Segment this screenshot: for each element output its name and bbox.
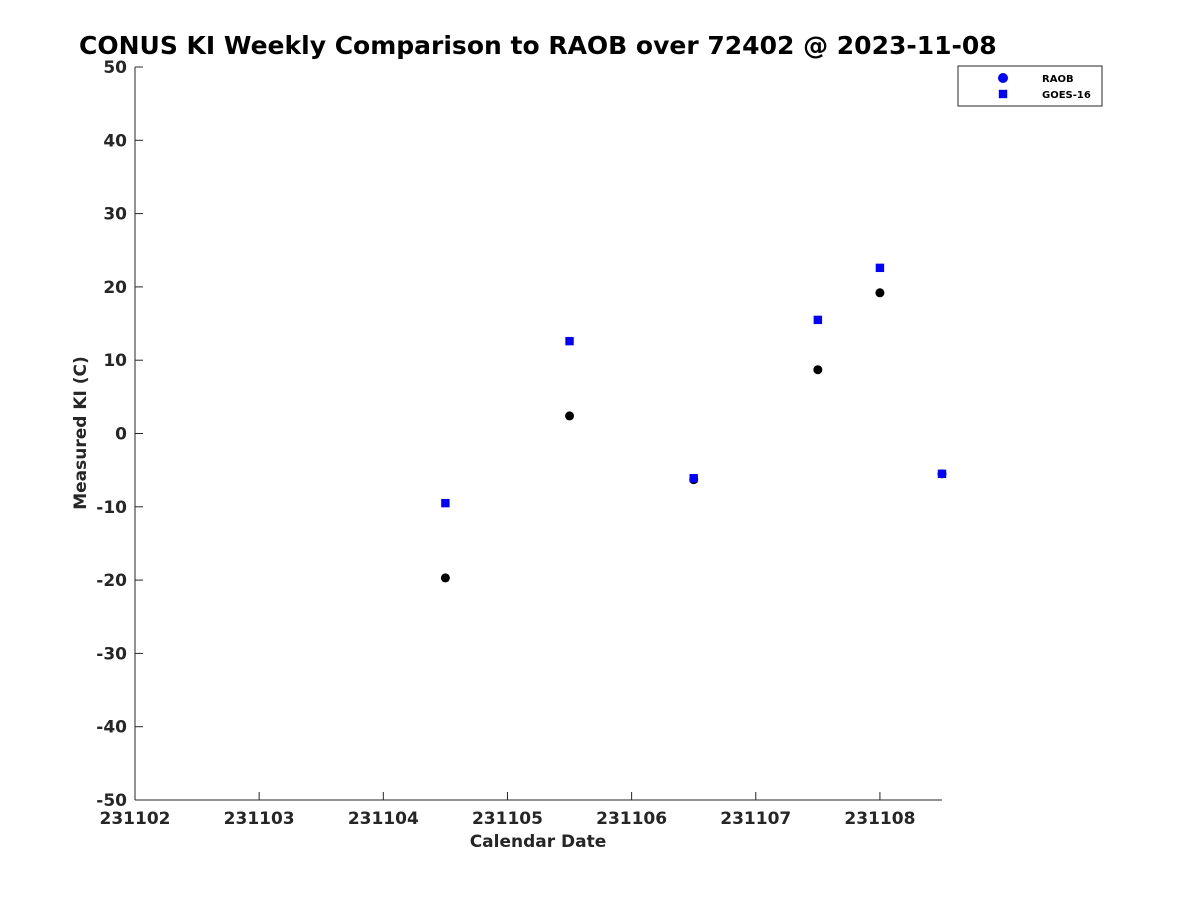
y-tick-label: 10 <box>103 351 127 371</box>
x-tick-label: 231104 <box>348 809 419 829</box>
goes-16-point <box>441 498 450 508</box>
x-tick-label: 231102 <box>100 809 171 829</box>
goes-16-point <box>689 474 698 483</box>
data-points <box>440 263 947 583</box>
raob-legend-marker <box>998 73 1008 83</box>
y-tick-label: -10 <box>96 498 127 518</box>
x-axis-label: Calendar Date <box>470 832 607 852</box>
goes-16-point <box>565 336 574 346</box>
x-tick-label: 231107 <box>720 809 791 829</box>
raob-point <box>813 365 823 375</box>
legend-box <box>957 65 1103 107</box>
goes-16-point <box>937 469 947 479</box>
raob-point <box>565 411 575 421</box>
x-tick-label: 231105 <box>472 809 543 829</box>
goes-16-point <box>813 315 823 325</box>
y-axis-label: Measured KI (C) <box>71 356 91 510</box>
y-tick-label: -40 <box>96 718 127 738</box>
y-tick-label: 40 <box>103 131 127 151</box>
legend: RAOB GOES-16 <box>957 65 1103 107</box>
y-tick-label: 0 <box>115 425 127 445</box>
y-tick-label: 30 <box>103 205 127 225</box>
y-axis-ticks: 50 40 30 20 10 0 -10 -20 -30 -40 -50 <box>96 58 143 811</box>
x-tick-label: 231103 <box>224 809 295 829</box>
raob-point <box>440 573 450 583</box>
y-tick-label: 50 <box>103 58 127 78</box>
goes-16-legend-label: GOES-16 <box>1042 90 1091 101</box>
y-tick-label: 20 <box>103 278 127 298</box>
y-tick-label: -30 <box>96 644 127 664</box>
x-axis-ticks: 231102 231103 231104 231105 231106 231107 2311… <box>100 792 915 829</box>
raob-point <box>875 288 885 298</box>
goes-16-legend-marker <box>998 89 1008 99</box>
goes-16-point <box>875 263 885 273</box>
y-tick-label: -50 <box>96 791 127 811</box>
y-tick-label: -20 <box>96 571 127 591</box>
raob-legend-label: RAOB <box>1042 74 1074 85</box>
plot-axes <box>134 67 942 801</box>
chart-title: CONUS KI Weekly Comparison to RAOB over … <box>79 31 997 60</box>
x-tick-label: 231106 <box>596 809 667 829</box>
x-tick-label: 231108 <box>844 809 915 829</box>
